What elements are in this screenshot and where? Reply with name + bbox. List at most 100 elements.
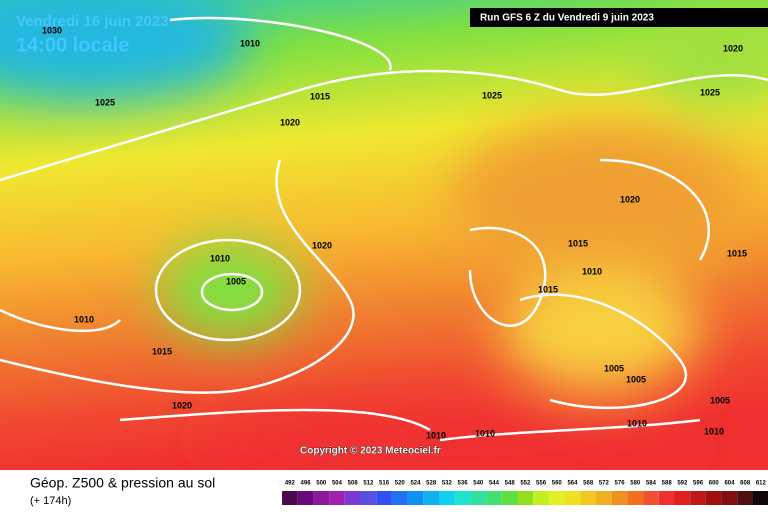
isobar-label: 1020 xyxy=(280,117,300,127)
isobar-label: 1010 xyxy=(426,430,446,440)
legend-label: 544 xyxy=(489,481,500,487)
isobar-label: 1010 xyxy=(210,253,230,263)
isobar-label: 1010 xyxy=(704,426,724,436)
isobar-label: 1010 xyxy=(627,418,647,428)
legend-swatch xyxy=(423,491,439,505)
footer-title: Géop. Z500 & pression au sol xyxy=(30,475,215,491)
isobar-label: 1015 xyxy=(152,346,172,356)
isobar-labels: 1030 1010 1025 1015 1025 1025 1020 1020 1020 1020… xyxy=(42,25,747,440)
run-box xyxy=(470,8,768,27)
legend-label: 512 xyxy=(363,481,374,487)
legend-swatch xyxy=(643,491,659,505)
isobar-label: 1005 xyxy=(604,363,624,373)
isobar-label: 1010 xyxy=(582,266,602,276)
legend-swatch xyxy=(329,491,345,505)
legend-swatch xyxy=(407,491,424,505)
legend-swatch xyxy=(376,491,392,505)
legend-swatch xyxy=(611,491,628,505)
legend-label: 532 xyxy=(442,481,453,487)
legend-swatch xyxy=(690,491,706,505)
isobar-label: 1020 xyxy=(312,240,332,250)
legend-label: 580 xyxy=(630,481,641,487)
isobar-label: 1015 xyxy=(568,238,588,248)
legend-swatch xyxy=(721,491,738,505)
legend-label: 608 xyxy=(740,481,751,487)
legend-label: 560 xyxy=(552,481,563,487)
isobar-label: 1020 xyxy=(172,400,192,410)
legend-swatch xyxy=(580,491,596,505)
isobar-label: 1020 xyxy=(620,194,640,204)
legend-swatch xyxy=(439,491,455,505)
isobar-label: 1010 xyxy=(74,314,94,324)
isobar-label: 1025 xyxy=(95,97,115,107)
legend-swatch xyxy=(596,491,612,505)
isobars xyxy=(0,16,768,442)
legend-label: 604 xyxy=(724,481,735,487)
isobar-label: 1005 xyxy=(626,374,646,384)
run-info: Run GFS 6 Z du Vendredi 9 juin 2023 xyxy=(480,13,654,24)
isobar-label: 1020 xyxy=(723,43,743,53)
legend-label: 504 xyxy=(332,481,343,487)
legend-swatch xyxy=(297,491,314,505)
legend-swatch xyxy=(454,491,471,505)
isobar-label: 1015 xyxy=(727,248,747,258)
legend-label: 588 xyxy=(662,481,673,487)
legend-label: 520 xyxy=(395,481,406,487)
legend-label: 596 xyxy=(693,481,704,487)
legend-label: 540 xyxy=(473,481,484,487)
legend-label: 584 xyxy=(646,481,657,487)
legend-label: 508 xyxy=(348,481,359,487)
legend-label: 592 xyxy=(677,481,688,487)
isobar-label: 1015 xyxy=(310,91,330,101)
legend-swatch xyxy=(282,491,298,505)
legend-label: 492 xyxy=(285,481,296,487)
isobar-label: 1005 xyxy=(226,276,246,286)
legend-swatch xyxy=(548,491,565,505)
legend-label: 528 xyxy=(426,481,437,487)
legend-label: 524 xyxy=(410,481,421,487)
legend-swatch xyxy=(501,491,518,505)
legend-swatch xyxy=(517,491,534,505)
legend-label: 576 xyxy=(615,481,626,487)
legend-swatch xyxy=(486,491,502,505)
legend-swatch xyxy=(313,491,330,505)
legend-swatch xyxy=(705,491,722,505)
local-time: 14:00 locale xyxy=(16,34,129,56)
legend-swatch xyxy=(391,491,408,505)
legend: 492 496 500 504 508 512 516 520 524 528 532 536 540 5… xyxy=(282,481,768,505)
legend-swatch xyxy=(533,491,549,505)
field-blobs xyxy=(0,0,768,470)
legend-swatch xyxy=(737,491,753,505)
valid-date: Vendredi 16 juin 2023 xyxy=(16,13,169,30)
legend-label: 496 xyxy=(301,481,312,487)
isobar-label: 1015 xyxy=(538,284,558,294)
legend-label: 536 xyxy=(458,481,469,487)
copyright: Copyright © 2023 Meteociel.fr xyxy=(300,446,441,457)
isobar-label: 1005 xyxy=(710,395,730,405)
legend-label: 500 xyxy=(316,481,327,487)
legend-swatch xyxy=(674,491,691,505)
legend-swatch xyxy=(344,491,361,505)
legend-swatch xyxy=(470,491,487,505)
legend-label: 552 xyxy=(520,481,531,487)
legend-swatch xyxy=(658,491,675,505)
isobar-label: 1025 xyxy=(700,87,720,97)
isobar-label: 1030 xyxy=(42,25,62,35)
legend-swatch xyxy=(360,491,377,505)
legend-swatch xyxy=(753,491,768,505)
isobar-label: 1025 xyxy=(482,90,502,100)
legend-swatch xyxy=(627,491,644,505)
footer-lead: (+ 174h) xyxy=(30,495,71,507)
isobar-label: 1010 xyxy=(240,38,260,48)
legend-label: 568 xyxy=(583,481,594,487)
legend-label: 572 xyxy=(599,481,610,487)
legend-label: 600 xyxy=(709,481,720,487)
legend-label: 556 xyxy=(536,481,547,487)
legend-swatch xyxy=(564,491,581,505)
legend-label: 612 xyxy=(756,481,767,487)
legend-label: 516 xyxy=(379,481,390,487)
legend-label: 548 xyxy=(505,481,516,487)
legend-label: 564 xyxy=(567,481,578,487)
